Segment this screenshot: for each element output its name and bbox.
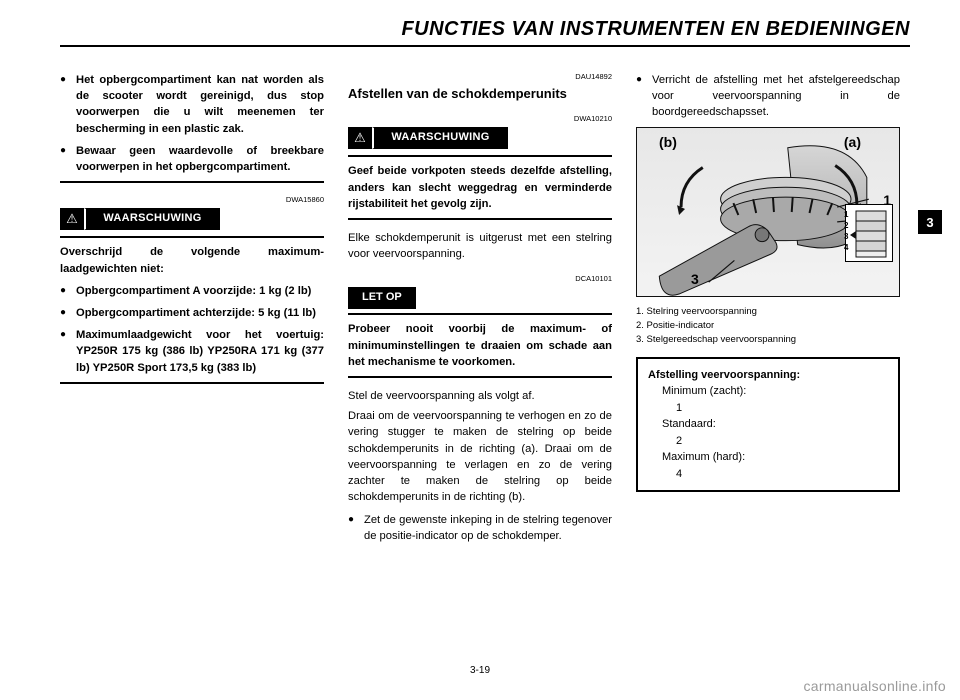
letop-code: DCA10101 <box>348 274 612 285</box>
warning-icon: ⚠ <box>60 208 84 230</box>
settings-std-label: Standaard: <box>648 416 888 433</box>
col1-warning-bullets: Opbergcompartiment A voorzijde: 1 kg (2 … <box>60 283 324 376</box>
letop-text: Probeer nooit voorbij de maximum- of min… <box>348 321 612 370</box>
divider <box>60 382 324 384</box>
inset-num: 4 <box>844 242 848 253</box>
warning-lead-text: Overschrijd de volgende maximum-laadgewi… <box>60 244 324 276</box>
column-2: DAU14892 Afstellen van de schokdemperuni… <box>348 72 612 640</box>
divider <box>348 376 612 378</box>
section-tab: 3 <box>918 210 942 234</box>
paragraph: Stel de veervoorspanning als volgt af. <box>348 388 612 404</box>
list-item: Opbergcompartiment A voorzijde: 1 kg (2 … <box>60 283 324 299</box>
paragraph: Elke schokdemperunit is uitgerust met ee… <box>348 230 612 262</box>
list-item: Zet de gewenste inkeping in de stelring … <box>348 512 612 544</box>
manual-page: FUNCTIES VAN INSTRUMENTEN EN BEDIENINGEN… <box>0 0 960 700</box>
watermark: carmanualsonline.info <box>804 678 947 694</box>
section-code: DAU14892 <box>348 72 612 83</box>
warning-label: WAARSCHUWING <box>84 208 220 230</box>
diagram-caption: 1. Stelring veervoorspanning 2. Positie-… <box>636 305 900 347</box>
warning-code: DWA15860 <box>60 195 324 206</box>
warning-text: Geef beide vorkpoten steeds dezelfde afs… <box>348 163 612 212</box>
list-item: Maximumlaadgewicht voor het voertuig: YP… <box>60 327 324 376</box>
content-columns: Het opbergcompartiment kan nat worden al… <box>60 72 900 640</box>
column-1: Het opbergcompartiment kan nat worden al… <box>60 72 324 640</box>
col2-sub-bullets: Zet de gewenste inkeping in de stelring … <box>348 512 612 544</box>
caption-line: 1. Stelring veervoorspanning <box>636 305 900 318</box>
warning-label: WAARSCHUWING <box>372 127 508 149</box>
settings-title: Afstelling veervoorspanning: <box>648 367 888 384</box>
settings-min-label: Minimum (zacht): <box>648 383 888 400</box>
col3-top-bullets: Verricht de afstelling met het afstelger… <box>636 72 900 121</box>
settings-box: Afstelling veervoorspanning: Minimum (za… <box>636 357 900 493</box>
settings-max-value: 4 <box>648 466 888 483</box>
section-title: Afstellen van de schokdemperunits <box>348 85 612 103</box>
caption-line: 3. Stelgereedschap veervoorspanning <box>636 333 900 346</box>
paragraph: Draai om de veervoorspanning te verhogen… <box>348 408 612 505</box>
list-item: Opbergcompartiment achterzijde: 5 kg (11… <box>60 305 324 321</box>
page-title: FUNCTIES VAN INSTRUMENTEN EN BEDIENINGEN <box>60 18 910 47</box>
diagram-label-3: 3 <box>691 269 699 289</box>
warning-icon: ⚠ <box>348 127 372 149</box>
column-3: Verricht de afstelling met het afstelger… <box>636 72 900 640</box>
warning-badge: ⚠ WAARSCHUWING <box>348 127 508 149</box>
diagram-inset: 1 2 3 4 <box>845 204 893 262</box>
letop-badge: LET OP <box>348 287 416 309</box>
list-item: Bewaar geen waardevolle of breekbare voo… <box>60 143 324 175</box>
inset-num: 1 <box>844 209 848 220</box>
diagram-label-a: (a) <box>844 132 861 152</box>
divider <box>60 181 324 183</box>
divider <box>60 236 324 238</box>
page-number: 3-19 <box>0 665 960 676</box>
diagram-label-b: (b) <box>659 132 677 152</box>
settings-std-value: 2 <box>648 433 888 450</box>
inset-num: 2 <box>844 220 848 231</box>
inset-num: 3 <box>844 231 848 242</box>
list-item: Verricht de afstelling met het afstelger… <box>636 72 900 121</box>
divider <box>348 155 612 157</box>
shock-adjuster-diagram: (a) (b) 1 2 3 <box>636 127 900 297</box>
divider <box>348 218 612 220</box>
divider <box>348 313 612 315</box>
warning-code: DWA10210 <box>348 114 612 125</box>
settings-min-value: 1 <box>648 400 888 417</box>
settings-max-label: Maximum (hard): <box>648 449 888 466</box>
col1-top-bullets: Het opbergcompartiment kan nat worden al… <box>60 72 324 175</box>
caption-line: 2. Positie-indicator <box>636 319 900 332</box>
warning-badge: ⚠ WAARSCHUWING <box>60 208 220 230</box>
list-item: Het opbergcompartiment kan nat worden al… <box>60 72 324 137</box>
